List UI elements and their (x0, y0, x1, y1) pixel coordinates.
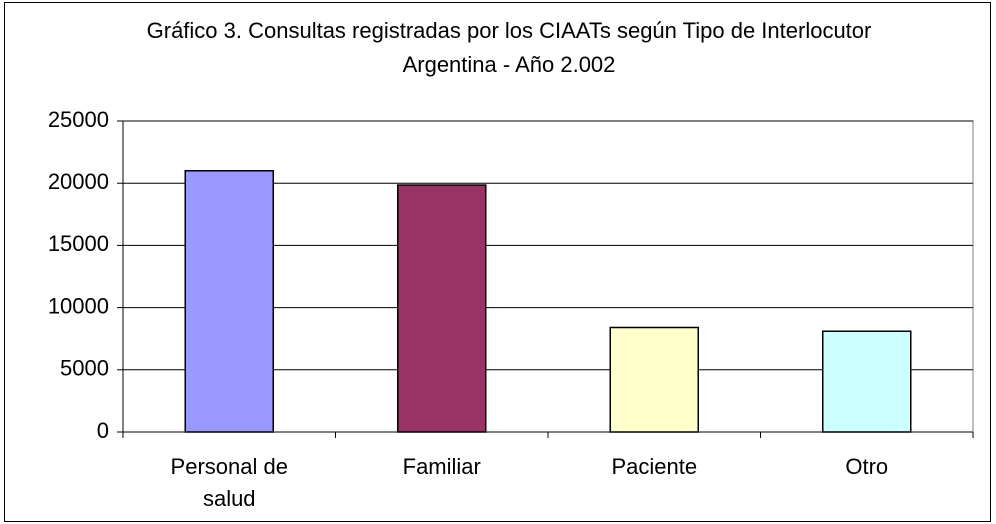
y-tick-label: 15000 (48, 231, 109, 256)
x-tick-label: Otro (845, 454, 888, 479)
bar (822, 330, 912, 433)
bar (184, 170, 274, 433)
y-tick-label: 5000 (60, 356, 109, 381)
y-tick-label: 25000 (48, 107, 109, 132)
y-tick-label: 0 (97, 418, 109, 443)
chart-border (4, 2, 991, 522)
chart-subtitle: Argentina - Año 2.002 (403, 52, 616, 77)
y-tick-label: 20000 (48, 169, 109, 194)
chart-title: Gráfico 3. Consultas registradas por los… (147, 18, 872, 43)
bar (397, 184, 487, 433)
y-tick-label: 10000 (48, 293, 109, 318)
x-tick-label: Personal de salud (171, 454, 288, 511)
x-tick-label: Familiar (403, 454, 481, 479)
x-tick-label: Paciente (611, 454, 697, 479)
bar (609, 326, 699, 433)
